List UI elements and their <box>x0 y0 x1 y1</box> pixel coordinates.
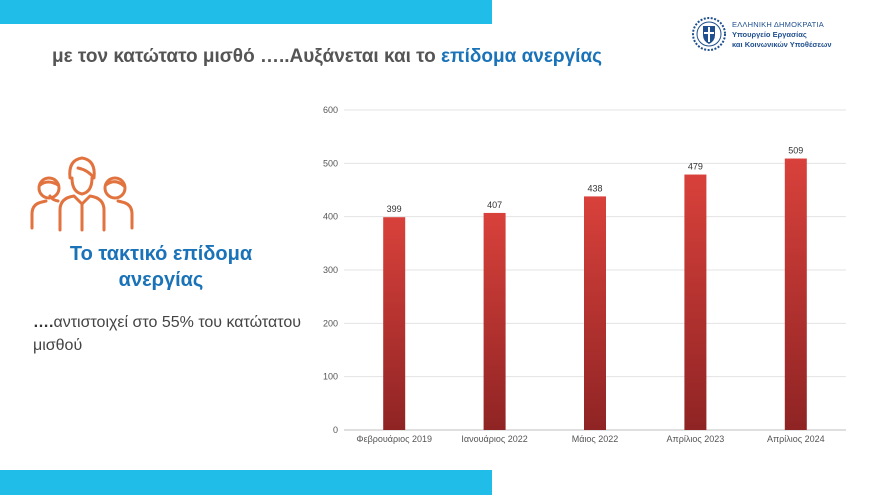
logo-line-1: ΕΛΛΗΝΙΚΗ ΔΗΜΟΚΡΑΤΙΑ <box>732 20 824 29</box>
x-tick-label: Απρίλιος 2024 <box>767 434 825 444</box>
description-ellipsis: …. <box>33 314 54 331</box>
benefit-heading: Το τακτικό επίδομα ανεργίας <box>69 243 253 291</box>
data-label: 399 <box>387 204 402 214</box>
people-group-icon <box>30 156 134 232</box>
y-tick-label: 100 <box>323 372 338 382</box>
y-tick-label: 200 <box>323 318 338 328</box>
slide-title-prefix: με τον κατώτατο μισθό …..Αυξάνεται και τ… <box>52 46 442 67</box>
y-tick-label: 400 <box>323 212 338 222</box>
y-tick-label: 500 <box>323 158 338 168</box>
bar <box>684 174 707 430</box>
data-label: 407 <box>487 200 502 210</box>
logo-line-2: Υπουργείο Εργασίας <box>732 30 807 39</box>
ministry-logo: ΕΛΛΗΝΙΚΗ ΔΗΜΟΚΡΑΤΙΑ Υπουργείο Εργασίας κ… <box>691 16 866 56</box>
x-tick-label: Μάιος 2022 <box>572 434 619 444</box>
bar <box>483 212 506 430</box>
y-tick-label: 300 <box>323 265 338 275</box>
slide-title: με τον κατώτατο μισθό …..Αυξάνεται και τ… <box>52 46 602 68</box>
slide-title-accent: επίδομα ανεργίας <box>441 46 603 67</box>
x-tick-label: Ιανουάριος 2022 <box>461 434 527 444</box>
logo-line-3: και Κοινωνικών Υποθέσεων <box>732 40 832 49</box>
bar <box>383 217 406 430</box>
data-label: 438 <box>587 183 602 193</box>
y-tick-label: 0 <box>333 425 338 435</box>
bar <box>584 196 606 430</box>
description-text: αντιστοιχεί στο 55% του κατώτατου μισθού <box>33 314 301 354</box>
greek-coat-of-arms-icon <box>692 17 726 51</box>
y-tick-label: 600 <box>323 105 338 115</box>
bar <box>784 158 807 431</box>
x-tick-label: Απρίλιος 2023 <box>667 434 725 444</box>
data-label: 509 <box>788 146 803 156</box>
benefit-description: ….αντιστοιχεί στο 55% του κατώτατου μισθ… <box>33 311 303 357</box>
ministry-name: ΕΛΛΗΝΙΚΗ ΔΗΜΟΚΡΑΤΙΑ Υπουργείο Εργασίας κ… <box>732 20 832 50</box>
x-tick-label: Φεβρουάριος 2019 <box>356 434 432 444</box>
bottom-accent-bar <box>0 470 492 495</box>
data-label: 479 <box>688 162 703 172</box>
top-accent-bar <box>0 0 492 24</box>
